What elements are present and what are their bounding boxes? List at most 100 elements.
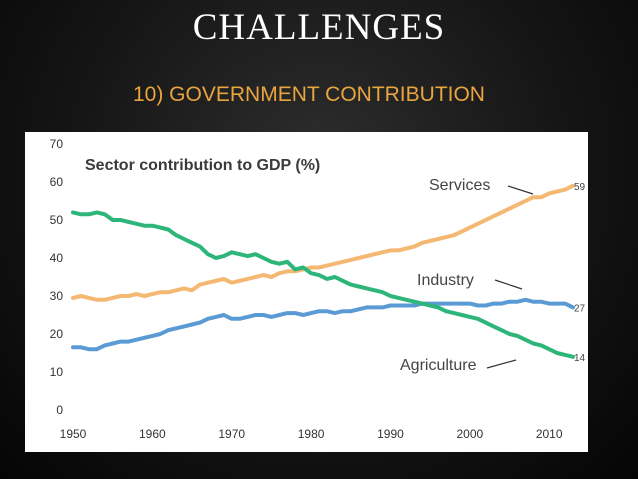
data-point-agriculture (374, 289, 376, 291)
data-point-agriculture (445, 310, 447, 312)
data-point-industry (381, 306, 384, 308)
data-point-services (96, 299, 98, 301)
data-point-industry (572, 306, 574, 308)
data-point-services (183, 287, 185, 289)
data-point-industry (247, 316, 249, 318)
data-point-industry (374, 306, 376, 308)
data-point-agriculture (262, 257, 265, 259)
data-point-industry (207, 318, 209, 320)
data-point-services (572, 185, 574, 187)
data-point-agriculture (485, 322, 487, 324)
data-point-agriculture (167, 228, 169, 231)
data-point-industry (175, 327, 177, 329)
data-point-services (270, 276, 272, 278)
data-point-industry (72, 346, 74, 348)
data-point-services (397, 249, 399, 251)
data-point-services (254, 276, 257, 278)
data-point-industry (80, 346, 82, 348)
x-tick-label: 1970 (218, 427, 245, 441)
data-point-agriculture (508, 333, 511, 335)
data-point-industry (564, 303, 566, 305)
data-point-agriculture (88, 213, 90, 215)
data-point-industry (239, 318, 241, 320)
data-point-services (80, 295, 82, 297)
data-point-industry (135, 339, 138, 341)
data-point-industry (413, 304, 415, 307)
data-point-industry (262, 314, 265, 316)
data-point-agriculture (429, 304, 431, 307)
data-point-industry (104, 344, 106, 346)
data-point-services (278, 272, 280, 274)
data-point-services (199, 284, 201, 286)
data-point-agriculture (350, 284, 352, 286)
data-point-agriculture (104, 213, 106, 215)
data-point-agriculture (270, 261, 272, 263)
data-point-services (358, 257, 360, 259)
data-point-services (239, 280, 241, 282)
data-point-industry (270, 316, 272, 318)
data-point-services (508, 208, 511, 210)
series-label-industry: Industry (417, 272, 474, 289)
data-point-agriculture (389, 295, 392, 297)
data-point-agriculture (239, 253, 241, 255)
data-point-industry (128, 341, 130, 343)
data-point-agriculture (143, 225, 145, 227)
data-point-services (493, 215, 495, 217)
data-point-services (556, 190, 558, 193)
data-point-industry (318, 310, 320, 312)
data-point-industry (215, 316, 217, 318)
data-point-industry (556, 303, 558, 305)
data-point-agriculture (469, 316, 471, 318)
data-point-agriculture (524, 339, 526, 341)
data-point-agriculture (421, 303, 423, 305)
data-point-industry (254, 314, 257, 316)
data-point-industry (548, 303, 550, 305)
data-point-agriculture (191, 242, 193, 244)
data-point-agriculture (254, 253, 257, 255)
data-point-agriculture (366, 287, 368, 289)
data-point-agriculture (540, 344, 542, 346)
data-point-services (262, 274, 265, 276)
y-tick-label: 60 (50, 175, 64, 189)
data-point-industry (350, 310, 352, 312)
data-point-industry (397, 304, 399, 307)
data-point-services (469, 227, 471, 229)
data-point-industry (310, 312, 312, 314)
data-point-agriculture (294, 268, 296, 270)
data-point-agriculture (326, 278, 328, 280)
data-point-services (207, 282, 209, 284)
data-point-agriculture (334, 276, 336, 278)
data-point-services (286, 270, 288, 272)
y-tick-label: 20 (50, 327, 64, 341)
data-point-agriculture (342, 280, 344, 282)
data-point-industry (508, 301, 511, 303)
data-point-services (223, 278, 225, 280)
data-point-agriculture (493, 325, 495, 327)
data-point-agriculture (437, 306, 439, 308)
series-label-agriculture: Agriculture (400, 357, 477, 374)
data-point-agriculture (120, 219, 122, 221)
data-point-services (461, 230, 463, 232)
data-point-services (112, 297, 114, 299)
data-point-services (501, 211, 503, 213)
series-line-services (71, 183, 575, 302)
slide-subtitle: 10) GOVERNMENT CONTRIBUTION (133, 83, 485, 106)
data-point-agriculture (199, 246, 201, 248)
data-point-industry (96, 348, 98, 350)
data-point-agriculture (159, 227, 161, 229)
data-point-services (88, 297, 90, 299)
data-point-industry (501, 303, 503, 305)
data-point-services (310, 266, 312, 269)
end-label-industry: 27 (574, 303, 586, 314)
data-point-services (143, 295, 145, 297)
data-point-industry (461, 303, 463, 305)
data-point-industry (231, 318, 233, 320)
data-point-industry (286, 312, 288, 314)
data-point-industry (445, 303, 447, 305)
slide-title: CHALLENGES (192, 7, 446, 48)
data-point-industry (159, 333, 161, 335)
data-point-services (485, 219, 487, 221)
data-point-services (104, 299, 106, 301)
data-point-services (453, 234, 455, 236)
data-point-industry (112, 342, 114, 345)
